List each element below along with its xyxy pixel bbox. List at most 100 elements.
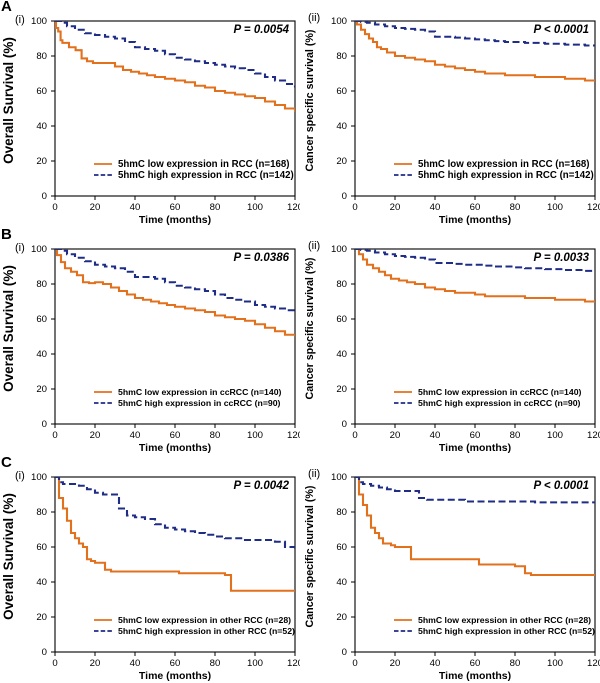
svg-text:20: 20 xyxy=(336,156,347,167)
svg-text:5hmC low expression in RCC (n=: 5hmC low expression in RCC (n=168) xyxy=(418,159,589,170)
svg-text:120: 120 xyxy=(287,430,300,441)
svg-text:5hmC low expression in ccRCC (: 5hmC low expression in ccRCC (n=140) xyxy=(118,387,282,397)
svg-text:60: 60 xyxy=(170,430,181,441)
svg-text:40: 40 xyxy=(130,658,141,669)
svg-text:100: 100 xyxy=(247,430,263,441)
svg-text:120: 120 xyxy=(587,202,600,213)
svg-text:Time (months): Time (months) xyxy=(139,214,211,226)
svg-text:40: 40 xyxy=(36,349,47,360)
svg-text:40: 40 xyxy=(336,577,347,588)
svg-text:0: 0 xyxy=(342,419,347,430)
svg-text:Cancer specific survival (%): Cancer specific survival (%) xyxy=(304,257,316,399)
svg-text:20: 20 xyxy=(390,430,401,441)
svg-text:5hmC low expression in other R: 5hmC low expression in other RCC (n=28) xyxy=(418,615,591,625)
svg-text:120: 120 xyxy=(287,202,300,213)
svg-text:100: 100 xyxy=(547,430,563,441)
svg-text:60: 60 xyxy=(470,430,481,441)
svg-text:(ii): (ii) xyxy=(308,12,320,24)
svg-text:5hmC high expression in ccRCC: 5hmC high expression in ccRCC (n=90) xyxy=(118,398,281,408)
svg-text:60: 60 xyxy=(336,542,347,553)
svg-text:80: 80 xyxy=(210,430,221,441)
svg-text:(ii): (ii) xyxy=(308,240,320,252)
svg-text:(i): (i) xyxy=(15,14,25,26)
svg-text:100: 100 xyxy=(31,244,47,255)
svg-text:5hmC low expression in ccRCC (: 5hmC low expression in ccRCC (n=140) xyxy=(418,387,582,397)
svg-text:80: 80 xyxy=(336,51,347,62)
svg-text:0: 0 xyxy=(342,647,347,658)
svg-text:0: 0 xyxy=(42,647,47,658)
svg-text:60: 60 xyxy=(170,202,181,213)
svg-text:100: 100 xyxy=(547,658,563,669)
svg-text:60: 60 xyxy=(336,314,347,325)
svg-text:P = 0.0386: P = 0.0386 xyxy=(233,252,289,264)
svg-text:20: 20 xyxy=(36,612,47,623)
svg-text:80: 80 xyxy=(210,658,221,669)
svg-text:20: 20 xyxy=(390,202,401,213)
svg-text:80: 80 xyxy=(510,658,521,669)
svg-text:P = 0.0042: P = 0.0042 xyxy=(233,480,289,492)
svg-text:100: 100 xyxy=(331,472,347,483)
svg-text:Cancer specific survival (%): Cancer specific survival (%) xyxy=(304,485,316,627)
svg-text:0: 0 xyxy=(352,202,357,213)
svg-text:5hmC high expression in RCC (n: 5hmC high expression in RCC (n=142) xyxy=(118,170,294,181)
svg-text:60: 60 xyxy=(470,202,481,213)
svg-text:0: 0 xyxy=(352,430,357,441)
svg-text:80: 80 xyxy=(36,51,47,62)
svg-text:60: 60 xyxy=(170,658,181,669)
svg-text:120: 120 xyxy=(587,658,600,669)
svg-text:5hmC low expression in RCC (n=: 5hmC low expression in RCC (n=168) xyxy=(118,159,289,170)
svg-text:20: 20 xyxy=(90,202,101,213)
svg-text:100: 100 xyxy=(247,658,263,669)
svg-text:40: 40 xyxy=(336,349,347,360)
svg-text:Time (months): Time (months) xyxy=(139,442,211,454)
svg-text:40: 40 xyxy=(430,202,441,213)
svg-text:C: C xyxy=(1,456,12,471)
svg-text:60: 60 xyxy=(36,542,47,553)
svg-text:80: 80 xyxy=(36,507,47,518)
svg-text:100: 100 xyxy=(331,16,347,27)
svg-text:B: B xyxy=(1,228,12,243)
svg-text:120: 120 xyxy=(287,658,300,669)
svg-text:40: 40 xyxy=(430,658,441,669)
svg-text:40: 40 xyxy=(336,121,347,132)
svg-text:Overall Survival (%): Overall Survival (%) xyxy=(1,265,16,392)
svg-text:20: 20 xyxy=(390,658,401,669)
svg-text:Cancer specific survival (%): Cancer specific survival (%) xyxy=(304,29,316,171)
svg-text:80: 80 xyxy=(510,430,521,441)
svg-text:60: 60 xyxy=(36,314,47,325)
svg-text:20: 20 xyxy=(36,384,47,395)
svg-text:20: 20 xyxy=(90,658,101,669)
svg-text:0: 0 xyxy=(42,191,47,202)
svg-text:60: 60 xyxy=(36,86,47,97)
svg-text:Overall Survival (%): Overall Survival (%) xyxy=(1,37,16,164)
svg-text:0: 0 xyxy=(42,419,47,430)
svg-text:40: 40 xyxy=(130,430,141,441)
svg-text:P = 0.0054: P = 0.0054 xyxy=(233,24,289,36)
svg-text:60: 60 xyxy=(470,658,481,669)
svg-text:100: 100 xyxy=(31,16,47,27)
svg-text:5hmC low expression in other R: 5hmC low expression in other RCC (n=28) xyxy=(118,615,291,625)
svg-text:Time (months): Time (months) xyxy=(439,214,511,226)
svg-text:Time (months): Time (months) xyxy=(139,670,211,682)
svg-text:100: 100 xyxy=(31,472,47,483)
svg-text:0: 0 xyxy=(352,658,357,669)
svg-text:120: 120 xyxy=(587,430,600,441)
svg-text:100: 100 xyxy=(247,202,263,213)
svg-text:P = 0.0033: P = 0.0033 xyxy=(533,252,589,264)
svg-text:P < 0.0001: P < 0.0001 xyxy=(533,480,589,492)
svg-text:20: 20 xyxy=(336,384,347,395)
svg-text:Time (months): Time (months) xyxy=(439,442,511,454)
svg-text:0: 0 xyxy=(342,191,347,202)
svg-text:5hmC high expression in other: 5hmC high expression in other RCC (n=52) xyxy=(418,626,595,636)
svg-text:40: 40 xyxy=(36,121,47,132)
svg-text:20: 20 xyxy=(336,612,347,623)
svg-text:40: 40 xyxy=(430,430,441,441)
svg-text:100: 100 xyxy=(547,202,563,213)
svg-text:5hmC high expression in RCC (n: 5hmC high expression in RCC (n=142) xyxy=(418,170,594,181)
svg-text:A: A xyxy=(1,0,12,15)
svg-text:(ii): (ii) xyxy=(308,468,320,480)
svg-text:Time (months): Time (months) xyxy=(439,670,511,682)
svg-text:20: 20 xyxy=(36,156,47,167)
svg-text:80: 80 xyxy=(210,202,221,213)
svg-text:0: 0 xyxy=(52,658,57,669)
